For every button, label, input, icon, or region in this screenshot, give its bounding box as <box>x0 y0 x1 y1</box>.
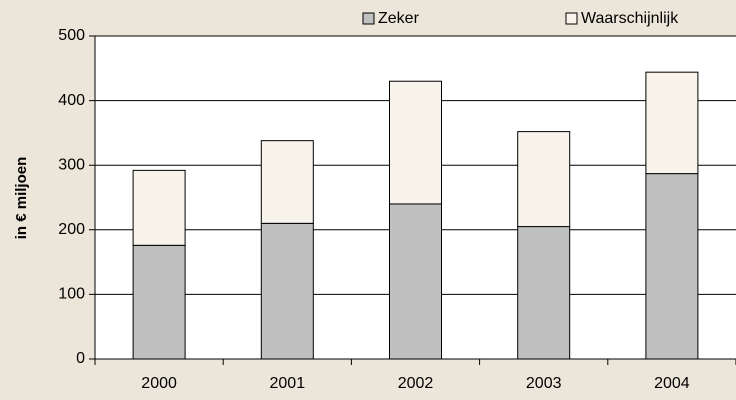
y-tick-label: 400 <box>58 92 85 109</box>
y-tick-label: 300 <box>58 156 85 173</box>
x-tick-label: 2003 <box>526 375 562 392</box>
bar-segment <box>389 203 442 360</box>
bar-segment <box>132 244 186 360</box>
y-axis-label: in € miljoen <box>13 157 30 240</box>
legend-swatch <box>565 12 578 25</box>
x-tick-label: 2004 <box>654 375 690 392</box>
bar-segment <box>645 71 699 175</box>
y-tick-label: 500 <box>58 27 85 44</box>
x-tick-label: 2002 <box>398 375 434 392</box>
bar-segment <box>260 222 314 360</box>
bar-segment <box>260 140 314 224</box>
bar-segment <box>517 131 571 228</box>
x-tick-label: 2001 <box>270 375 306 392</box>
bar-segment <box>132 169 186 246</box>
y-tick-label: 200 <box>58 221 85 238</box>
legend-swatch <box>362 12 375 25</box>
bar-segment <box>645 173 699 360</box>
x-tick-label: 2000 <box>141 375 177 392</box>
legend-label: Waarschijnlijk <box>581 10 679 27</box>
y-tick-label: 0 <box>76 350 85 367</box>
legend-label: Zeker <box>378 10 420 27</box>
bar-segment <box>517 226 571 360</box>
bar-segment <box>389 80 442 205</box>
y-tick-label: 100 <box>58 286 85 303</box>
